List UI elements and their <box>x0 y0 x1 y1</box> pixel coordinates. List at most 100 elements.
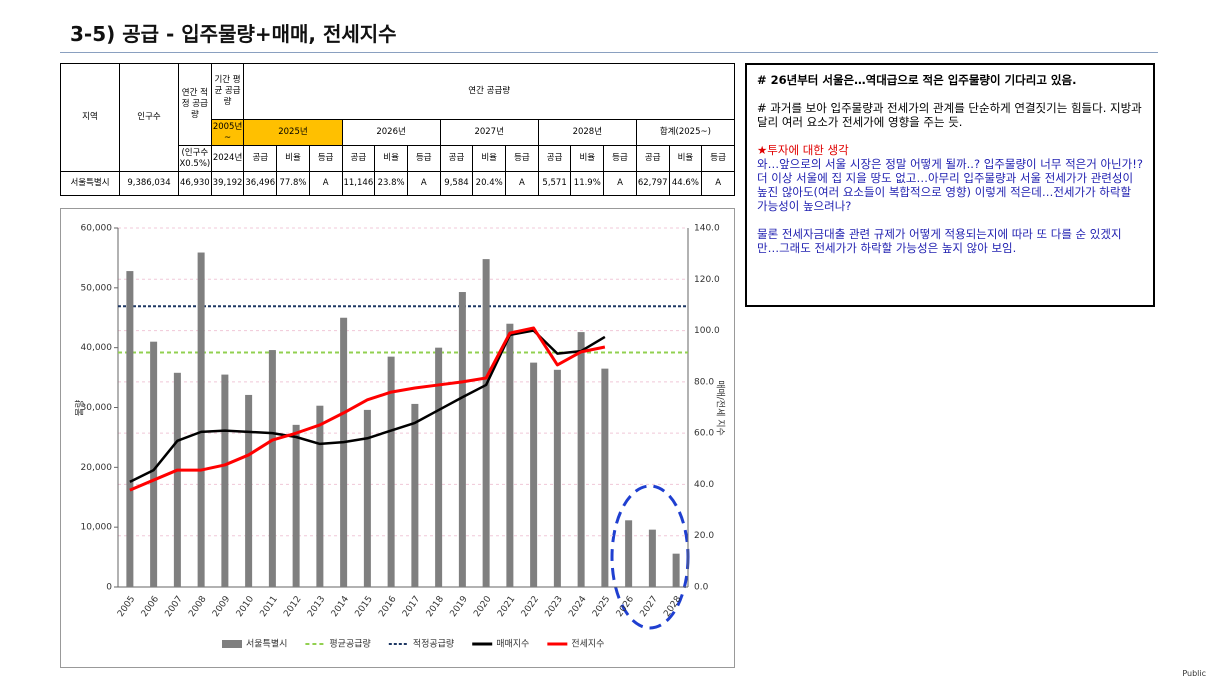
bar <box>577 332 585 587</box>
legend-label: 적정공급량 <box>413 638 454 650</box>
bar <box>648 529 656 587</box>
table-cell: 2005년~ <box>210 119 245 146</box>
table-cell: 20.4% <box>472 171 507 196</box>
table-cell: 9,386,034 <box>119 171 179 196</box>
bar <box>363 409 371 587</box>
note: 와…앞으로의 서울 시장은 정말 어떻게 될까..? 입주물량이 너무 적은거 … <box>757 157 1143 213</box>
x-tick-label: 2006 <box>140 594 161 619</box>
y2-tick-label: 100.0 <box>694 326 720 336</box>
note: # 26년부터 서울은…역대급으로 적은 입주물량이 기다리고 있음. <box>757 73 1077 87</box>
bar <box>387 356 395 587</box>
table-cell: (인구수 X0.5%) <box>178 145 212 172</box>
table-cell: 등급 <box>406 145 441 172</box>
y2-axis-label: 매매/전세 지수 <box>715 380 726 436</box>
table-cell: 9,584 <box>439 171 474 196</box>
table-cell: 62,797 <box>635 171 670 196</box>
legend-label: 평균공급량 <box>329 638 370 650</box>
table-cell: 공급 <box>537 145 572 172</box>
bar <box>221 374 229 587</box>
table-cell: 등급 <box>308 145 343 172</box>
x-tick-label: 2021 <box>496 594 517 618</box>
y2-tick-label: 80.0 <box>694 377 714 387</box>
y-tick-label: 40,000 <box>81 343 113 353</box>
index-line <box>129 329 606 483</box>
table-cell: 5,571 <box>537 171 572 196</box>
legend-label: 서울특별시 <box>246 639 287 650</box>
table-cell: 인구수 <box>119 63 179 172</box>
bar <box>316 405 324 587</box>
x-tick-label: 2020 <box>472 594 493 619</box>
x-tick-label: 2007 <box>164 594 185 618</box>
x-tick-label: 2015 <box>354 594 375 618</box>
bar <box>411 403 419 587</box>
y2-tick-label: 120.0 <box>694 275 720 285</box>
table-cell: 23.8% <box>374 171 408 196</box>
note: 물론 전세자금대출 관련 규제가 어떻게 적용되는지에 따라 또 다를 순 있겠… <box>757 227 1122 255</box>
table-row: 지역 인구수 연간 적정 공급량 기간 평균 공급량 연간 공급량 <box>60 63 735 172</box>
bar <box>197 252 205 587</box>
table-cell: A <box>603 171 637 196</box>
table-cell: 비율 <box>374 145 408 172</box>
table-cell: 36,496 <box>243 171 278 196</box>
table-cell: 비율 <box>668 145 703 172</box>
table-cell: A <box>505 171 539 196</box>
table-cell: 비율 <box>472 145 507 172</box>
table-cell: 서울특별시 <box>60 171 120 196</box>
table-cell: 공급 <box>635 145 670 172</box>
bar <box>150 341 158 587</box>
y-tick-label: 60,000 <box>81 224 113 234</box>
bar <box>553 369 561 587</box>
note-heading: ★투자에 대한 생각 <box>757 143 849 157</box>
slide-title: 3-5) 공급 - 입주물량+매매, 전세지수 <box>70 22 397 46</box>
x-tick-label: 2023 <box>544 594 565 618</box>
bar <box>506 323 514 587</box>
table-cell: 2025년 <box>243 119 343 146</box>
bar <box>482 259 490 587</box>
x-tick-label: 2022 <box>520 594 541 618</box>
table-cell: A <box>701 171 735 196</box>
x-tick-label: 2013 <box>306 594 327 618</box>
table-cell: 연간 공급량 <box>243 63 735 120</box>
footer: Public <box>1182 669 1206 678</box>
bar <box>268 350 276 587</box>
bar <box>173 372 181 587</box>
table-row: (인구수 X0.5%) 2024년 공급 비율 등급 공급 비율 등급 공급 비율 등급 공급 비율 등급… <box>61 145 735 172</box>
table-cell: A <box>406 171 441 196</box>
table-cell: 기간 평균 공급량 <box>210 63 245 120</box>
table-cell: 46,930 <box>178 171 212 196</box>
y2-tick-label: 0.0 <box>694 583 709 593</box>
y-axis-label: 물량 <box>74 400 86 417</box>
bar <box>245 394 253 587</box>
x-tick-label: 2012 <box>282 594 303 618</box>
bar <box>126 271 134 587</box>
x-tick-label: 2027 <box>639 594 660 618</box>
x-tick-label: 2025 <box>591 594 612 618</box>
bar <box>292 424 300 587</box>
table-cell: 합계(2025~) <box>635 119 736 146</box>
x-tick-label: 2024 <box>567 594 588 619</box>
chart-frame <box>60 208 735 668</box>
bar <box>530 362 538 587</box>
table-cell: 2026년 <box>341 119 441 146</box>
table-cell: 등급 <box>701 145 735 172</box>
table-cell: 지역 <box>60 63 120 172</box>
bar <box>435 347 443 587</box>
table-cell: 비율 <box>570 145 605 172</box>
table-cell: 39,192 <box>210 171 245 196</box>
table-cell: A <box>308 171 343 196</box>
notes-box: # 26년부터 서울은…역대급으로 적은 입주물량이 기다리고 있음. # 과거… <box>745 63 1155 307</box>
x-tick-label: 2005 <box>116 594 137 618</box>
table-cell: 공급 <box>243 145 278 172</box>
bar <box>625 520 633 587</box>
table-cell: 2024년 <box>210 145 245 172</box>
table-cell: 연간 적정 공급량 <box>178 63 212 146</box>
x-tick-label: 2009 <box>211 594 232 619</box>
y2-tick-label: 60.0 <box>694 429 714 439</box>
x-tick-label: 2018 <box>425 594 446 619</box>
table-cell: 44.6% <box>668 171 703 196</box>
title-rule <box>60 52 1158 53</box>
table-cell: 2027년 <box>439 119 539 146</box>
table-cell: 등급 <box>505 145 539 172</box>
table-row: 서울특별시 9,386,034 46,930 39,192 36,496 77.8% A 11… <box>60 171 735 196</box>
